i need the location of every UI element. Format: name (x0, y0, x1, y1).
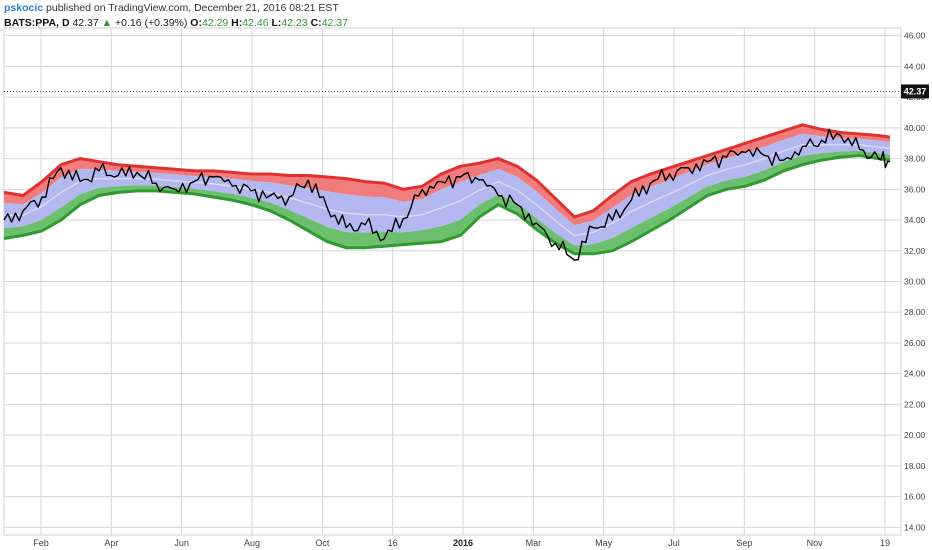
symbol-label: BATS:PPA, D (4, 17, 70, 29)
y-tick-label: 32.00 (904, 246, 926, 256)
x-tick-label: 19 (880, 538, 890, 548)
y-tick-label: 22.00 (904, 399, 926, 409)
x-tick-label: Nov (807, 538, 824, 548)
y-tick-label: 30.00 (904, 277, 926, 287)
price-change: +0.16 (+0.39%) (114, 17, 188, 29)
x-tick-label: Sep (736, 538, 752, 548)
price-line (3, 128, 891, 261)
y-tick-label: 16.00 (904, 492, 926, 502)
x-tick-label: Jul (668, 538, 680, 548)
y-tick-label: 14.00 (904, 522, 926, 532)
x-tick-label: 16 (388, 538, 398, 548)
lower-band-line (3, 153, 891, 256)
y-tick-label: 40.00 (904, 123, 926, 133)
x-tick-label: Feb (33, 538, 49, 548)
ohlc-line: BATS:PPA, D 42.37 ▲ +0.16 (+0.39%) O:42.… (4, 17, 348, 30)
middle-band-fill (4, 133, 890, 246)
open-value: 42.29 (201, 17, 229, 29)
low-label: L: (271, 17, 282, 29)
high-value: 42.46 (242, 17, 269, 29)
last-price: 42.37 (72, 17, 99, 29)
lower-band-fill (4, 150, 890, 254)
y-tick-label: 44.00 (904, 61, 926, 71)
y-tick-label: 20.00 (904, 430, 926, 440)
high-label: H: (231, 17, 243, 29)
y-tick-label: 46.00 (904, 31, 926, 41)
bands (4, 124, 890, 254)
publish-info: published on TradingView.com, December 2… (46, 2, 339, 14)
last-price-box (901, 84, 929, 99)
y-tick-label: 36.00 (904, 184, 926, 194)
last-price-label: 42.37 (904, 86, 927, 96)
y-tick-label: 28.00 (904, 307, 926, 317)
x-tick-label: Aug (244, 538, 260, 548)
y-tick-label: 26.00 (904, 338, 926, 348)
up-arrow-icon: ▲ (101, 17, 113, 29)
publish-line: pskocic published on TradingView.com, De… (4, 2, 348, 15)
close-label: C: (310, 17, 322, 29)
series-lines (3, 123, 891, 261)
x-tick-label: Apr (104, 538, 118, 548)
close-value: 42.37 (321, 17, 348, 29)
upper-band-fill (4, 124, 890, 226)
low-value: 42.23 (281, 17, 308, 29)
basis-line (4, 144, 891, 237)
chart-header: pskocic published on TradingView.com, De… (4, 2, 348, 30)
x-tick-label: Mar (526, 538, 542, 548)
y-tick-label: 24.00 (904, 369, 926, 379)
open-label: O: (190, 17, 202, 29)
last-price-marker: 42.37 (4, 84, 929, 99)
y-tick-label: 18.00 (904, 461, 926, 471)
upper-band-line (3, 123, 891, 219)
x-tick-label: 2016 (453, 538, 473, 548)
x-tick-label: May (595, 538, 613, 548)
author-link[interactable]: pskocic (4, 2, 44, 14)
y-tick-label: 34.00 (904, 215, 926, 225)
x-tick-label: Oct (315, 538, 330, 548)
y-axis: 46.0044.0042.0040.0038.0036.0034.0032.00… (904, 31, 926, 533)
x-axis: Feb Apr Jun Aug Oct 16 2016 Mar May Jul Sep Nov 19 (33, 538, 890, 548)
x-tick-label: Jun (174, 538, 189, 548)
y-tick-label: 38.00 (904, 154, 926, 164)
grid (4, 28, 901, 535)
